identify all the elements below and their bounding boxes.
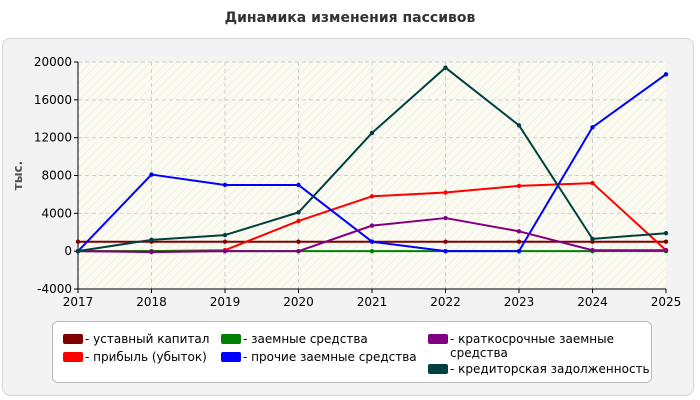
series-group: [75, 65, 669, 255]
legend-swatch: [428, 334, 448, 344]
data-point: [222, 182, 228, 188]
data-point: [516, 239, 522, 244]
data-point: [149, 237, 154, 243]
data-point: [443, 215, 448, 221]
data-point: [296, 182, 301, 188]
y-tick-label: -4000: [37, 282, 72, 296]
data-point: [663, 248, 669, 253]
legend-swatch: [63, 352, 83, 362]
legend-label: - прибыль (убыток): [85, 350, 207, 364]
data-point: [590, 236, 595, 242]
x-tick-label: 2017: [63, 295, 94, 309]
axes: -4000 0 4000 8000 12000 16000 20000 2017 2018 201…: [34, 55, 681, 309]
x-tick-label: 2020: [283, 295, 314, 309]
data-point: [296, 239, 301, 244]
data-point: [369, 239, 375, 244]
x-tick-label: 2018: [136, 295, 167, 309]
data-point: [516, 183, 522, 189]
data-point: [443, 239, 448, 244]
data-point: [590, 125, 595, 130]
data-point: [663, 239, 669, 244]
legend-label: - краткосрочные заемные средства: [450, 332, 614, 360]
data-point: [222, 248, 228, 254]
data-point: [222, 232, 228, 238]
legend-label: - уставный капитал: [85, 332, 210, 346]
data-point: [75, 239, 81, 244]
data-point: [516, 248, 522, 254]
data-point: [296, 210, 301, 215]
data-point: [590, 180, 595, 186]
x-tick-label: 2022: [430, 295, 461, 309]
data-point: [149, 172, 154, 177]
x-tick-label: 2019: [210, 295, 241, 309]
data-point: [369, 248, 375, 254]
data-point: [516, 123, 522, 128]
y-tick-label: 8000: [41, 169, 72, 183]
x-tick-label: 2021: [357, 295, 388, 309]
data-point: [296, 218, 301, 224]
data-point: [663, 72, 669, 77]
data-point: [443, 190, 448, 195]
y-tick-label: 20000: [34, 55, 72, 69]
x-tick-label: 2024: [577, 295, 608, 309]
data-point: [75, 248, 81, 254]
data-point: [369, 130, 375, 136]
y-tick-label: 16000: [34, 93, 72, 107]
data-point: [590, 248, 595, 253]
y-tick-label: 4000: [41, 206, 72, 220]
data-point: [149, 249, 154, 255]
legend-label: - прочие заемные средства: [243, 350, 417, 364]
legend: - уставный капитал - прибыль (убыток) - …: [52, 321, 652, 383]
y-axis-label: тыс.: [11, 161, 25, 190]
line-chart: -4000 0 4000 8000 12000 16000 20000 2017 2018 201…: [11, 55, 681, 309]
data-point: [663, 230, 669, 236]
legend-swatch: [221, 352, 241, 362]
data-point: [443, 248, 448, 254]
data-point: [369, 223, 375, 228]
data-point: [516, 229, 522, 234]
data-point: [222, 239, 228, 244]
data-point: [369, 194, 375, 199]
legend-swatch: [221, 334, 241, 344]
y-tick-label: 12000: [34, 131, 72, 145]
x-tick-label: 2025: [651, 295, 682, 309]
y-tick-label: 0: [64, 244, 72, 258]
legend-label: - кредиторская задолженность: [450, 362, 650, 376]
chart-title: Динамика изменения пассивов: [224, 10, 476, 26]
legend-swatch: [428, 364, 448, 374]
x-tick-label: 2023: [504, 295, 535, 309]
legend-label: - заемные средства: [243, 332, 368, 346]
data-point: [443, 65, 448, 70]
data-point: [296, 248, 301, 254]
legend-swatch: [63, 334, 83, 344]
